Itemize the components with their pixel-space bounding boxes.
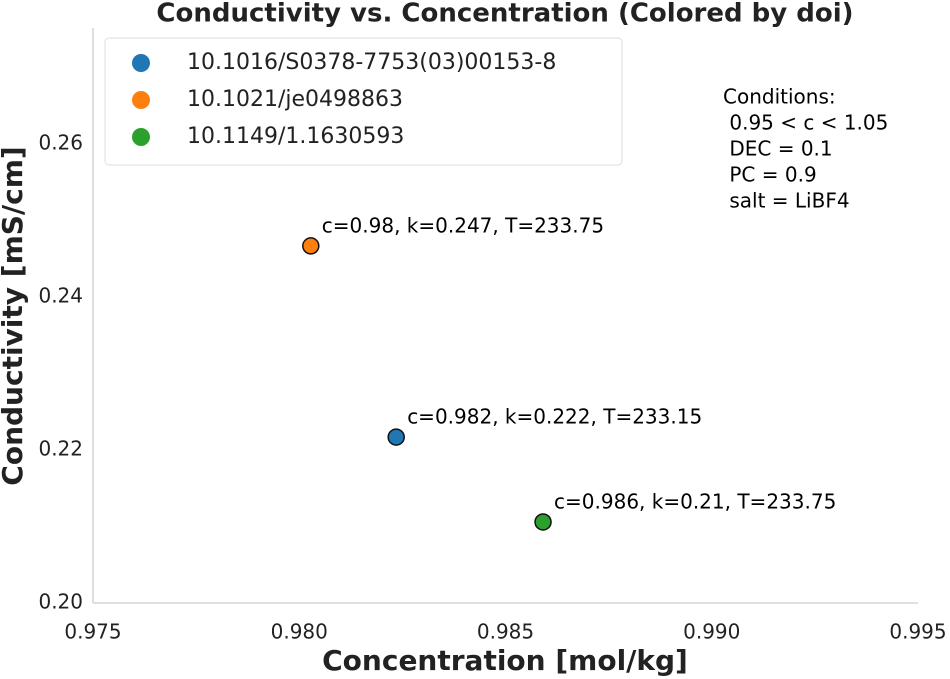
y-axis-label: Conductivity [mS/cm] xyxy=(0,146,29,485)
y-tick-label: 0.20 xyxy=(38,590,83,614)
chart-title: Conductivity vs. Concentration (Colored … xyxy=(156,0,853,29)
x-tick-label: 0.975 xyxy=(64,620,121,644)
legend-marker xyxy=(132,128,150,146)
y-tick-label: 0.22 xyxy=(38,437,83,461)
data-point xyxy=(302,237,320,255)
x-tick-label: 0.980 xyxy=(271,620,328,644)
x-tick-label: 0.990 xyxy=(683,620,740,644)
legend-marker xyxy=(132,54,150,72)
legend-box xyxy=(104,37,623,166)
conditions-text: Conditions: xyxy=(723,85,836,109)
point-annotation: c=0.986, k=0.21, T=233.75 xyxy=(554,489,836,513)
x-tick-label: 0.985 xyxy=(477,620,534,644)
data-point xyxy=(387,428,405,446)
point-annotation: c=0.982, k=0.222, T=233.15 xyxy=(407,405,702,429)
legend-label: 10.1021/je0498863 xyxy=(187,87,403,112)
conditions-text: salt = LiBF4 xyxy=(723,189,850,213)
legend-label: 10.1016/S0378-7753(03)00153-8 xyxy=(187,50,556,75)
legend-marker xyxy=(132,91,150,109)
y-tick-label: 0.24 xyxy=(38,284,83,308)
conditions-text: 0.95 < c < 1.05 xyxy=(723,111,888,135)
conditions-text: DEC = 0.1 xyxy=(723,137,833,161)
conditions-text: PC = 0.9 xyxy=(723,163,817,187)
x-tick-label: 0.995 xyxy=(889,620,946,644)
legend-label: 10.1149/1.1630593 xyxy=(187,124,404,149)
point-annotation: c=0.98, k=0.247, T=233.75 xyxy=(322,213,604,237)
x-axis-label: Concentration [mol/kg] xyxy=(322,644,688,677)
y-tick-label: 0.26 xyxy=(38,131,83,155)
data-point xyxy=(534,513,552,531)
